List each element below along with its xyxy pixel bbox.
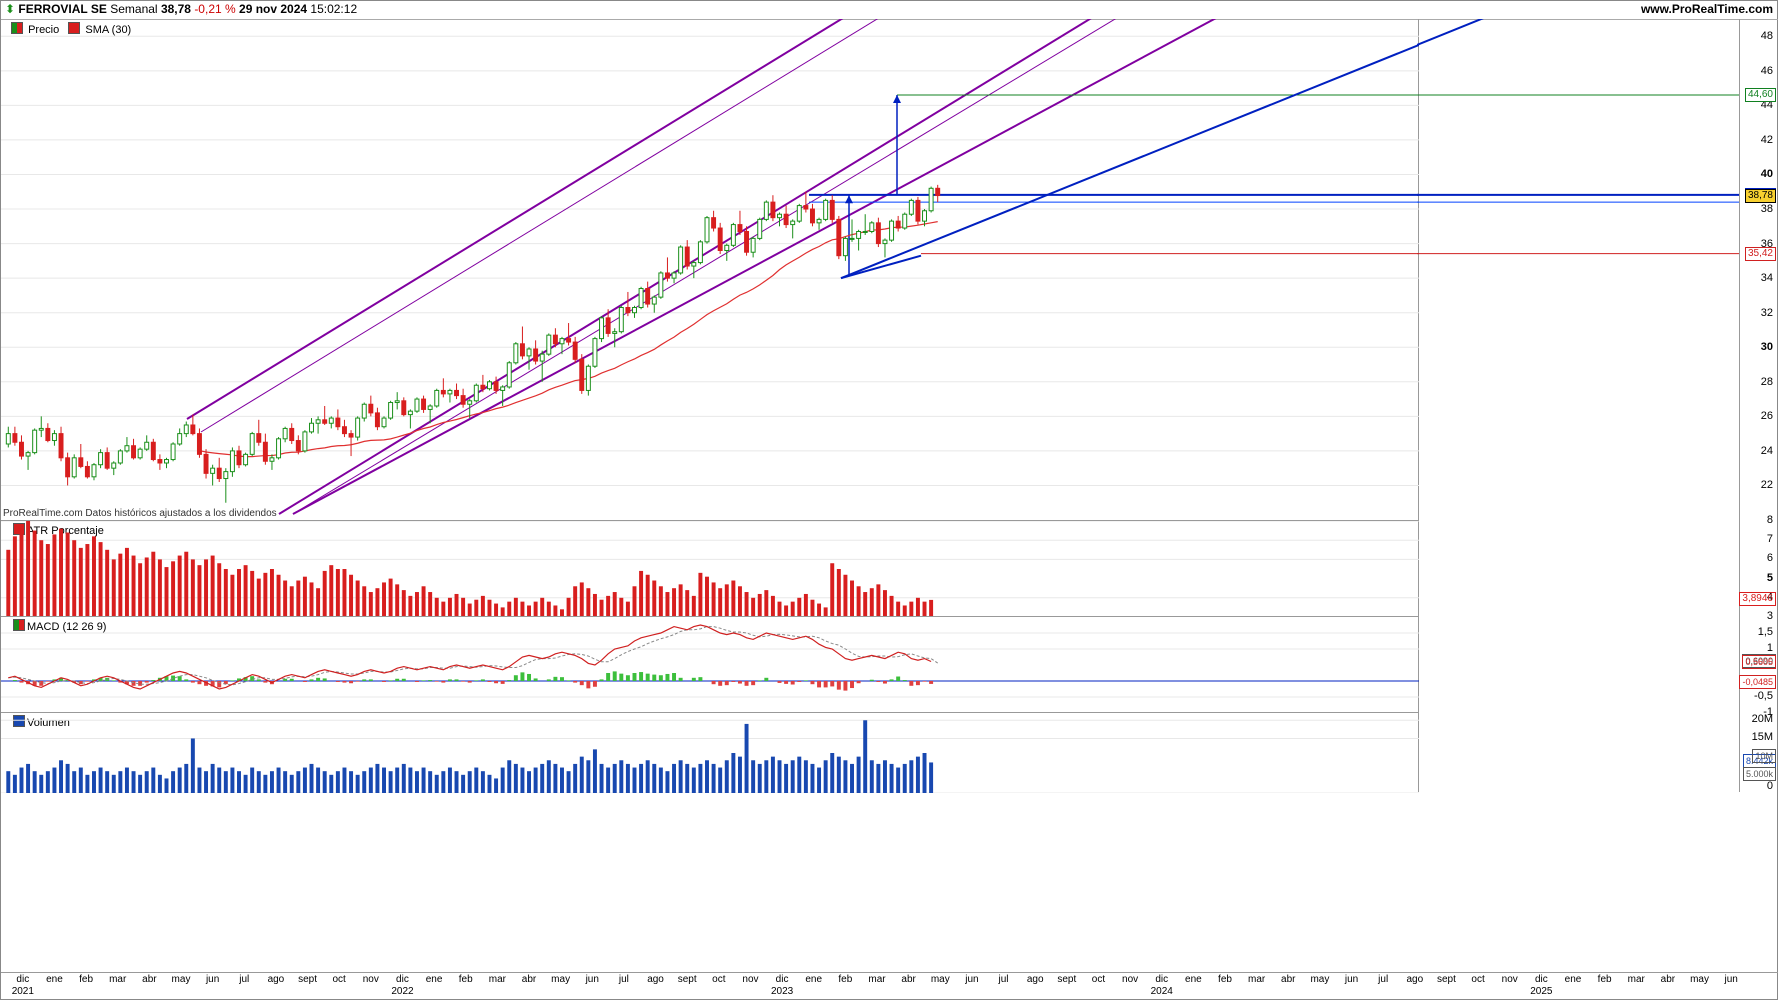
atr-panel[interactable]: ATR Porcentaje [1, 520, 1419, 616]
macd-panel[interactable]: MACD (12 26 9) [1, 616, 1419, 712]
macd-yaxis: -1-0,511,50,60900,5605-0,0485 [1739, 616, 1777, 712]
source-label: www.ProRealTime.com [1641, 2, 1773, 16]
volume-panel[interactable]: Volumen [1, 712, 1419, 792]
time-axis: dicenefebmarabrmayjunjulagoseptoctnovdic… [1, 972, 1778, 999]
chart-header: ⬍ FERROVIAL SE Semanal 38,78 -0,21 % 29 … [1, 1, 1778, 20]
vol-yaxis: 015M20M8.442k5.000k10M [1739, 712, 1777, 792]
price-yaxis: 222426283234363842444648304044,6038,8238… [1739, 19, 1777, 520]
atr-yaxis: 3467853,8946 [1739, 520, 1777, 616]
price-panel[interactable]: ProRealTime.com Datos históricos ajustad… [1, 19, 1419, 520]
disclaimer: ProRealTime.com Datos históricos ajustad… [3, 508, 277, 519]
projection-area [1417, 19, 1739, 792]
